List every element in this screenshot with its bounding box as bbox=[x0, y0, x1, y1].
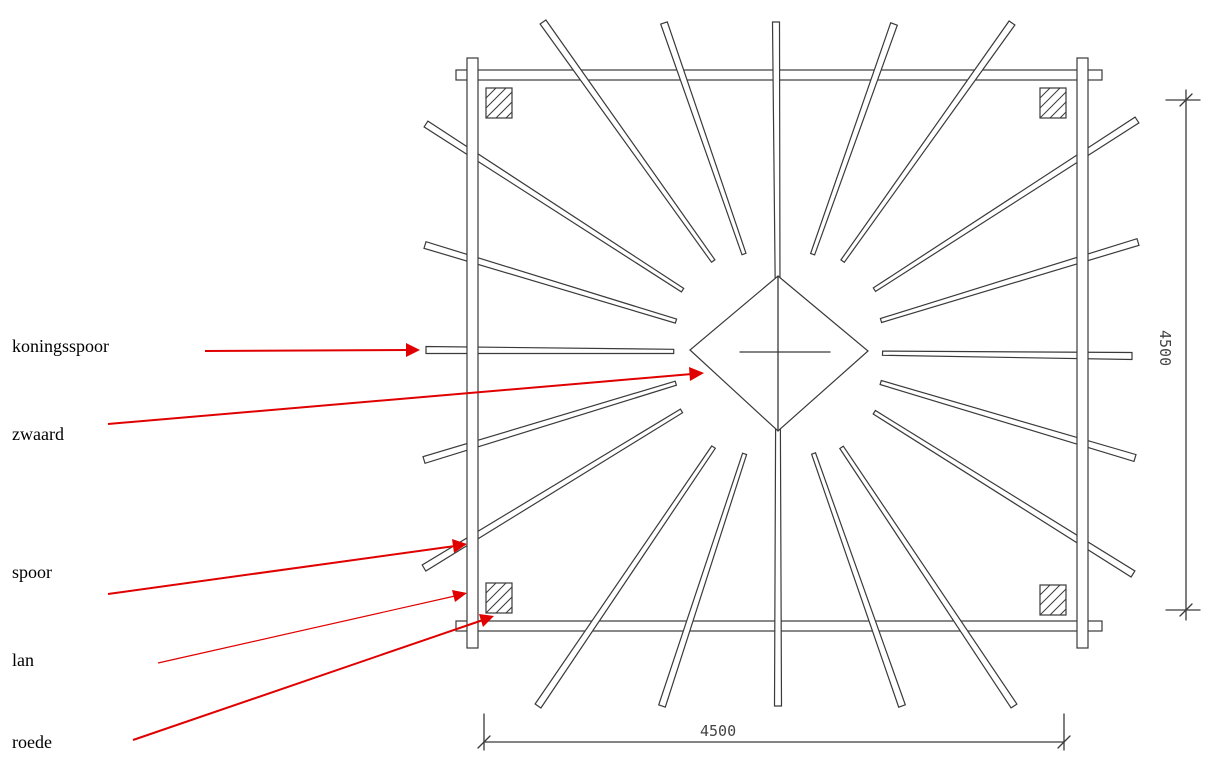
spar-4 bbox=[809, 22, 899, 256]
label-arrows bbox=[107, 343, 704, 741]
spar-19 bbox=[423, 240, 678, 324]
post-bottom-right bbox=[1039, 584, 1067, 616]
arrow-roede bbox=[132, 619, 484, 741]
dimension-vertical-value: 4500 bbox=[1156, 330, 1174, 366]
post-bottom-left bbox=[485, 582, 513, 614]
label-zwaard: zwaard bbox=[12, 424, 64, 444]
label-roede: roede bbox=[12, 732, 52, 752]
arrow-lan bbox=[157, 595, 456, 664]
spar-17 bbox=[422, 380, 678, 465]
spar-5 bbox=[840, 20, 1016, 264]
spar-20 bbox=[423, 120, 685, 293]
label-spoor: spoor bbox=[12, 562, 52, 582]
dimension-vertical: 4500 bbox=[1156, 89, 1201, 621]
dimension-horizontal: 4500 bbox=[477, 713, 1071, 751]
label-lan: lan bbox=[12, 650, 34, 670]
dimension-horizontal-value: 4500 bbox=[700, 722, 736, 740]
spar-15 bbox=[534, 445, 717, 709]
label-koningsspoor: koningsspoor bbox=[12, 336, 110, 356]
corner-posts bbox=[485, 87, 1067, 616]
spar-2 bbox=[659, 21, 747, 256]
arrow-koningsspoor bbox=[204, 349, 411, 352]
spar-11 bbox=[838, 445, 1018, 709]
post-top-left bbox=[485, 87, 513, 119]
spar-14 bbox=[657, 452, 748, 708]
spar-6 bbox=[872, 116, 1140, 293]
spar-12 bbox=[810, 452, 907, 708]
spar-1 bbox=[539, 19, 716, 264]
spar-10 bbox=[872, 409, 1136, 578]
spar-9 bbox=[879, 379, 1137, 463]
arrow-zwaard bbox=[107, 373, 693, 425]
central-diamond bbox=[689, 275, 869, 432]
spar-18 bbox=[425, 345, 675, 355]
lan-beams bbox=[466, 57, 1089, 649]
post-top-right bbox=[1039, 87, 1067, 119]
spars bbox=[421, 19, 1140, 709]
spar-7 bbox=[879, 237, 1140, 324]
spar-16 bbox=[421, 408, 684, 572]
spar-8 bbox=[881, 350, 1133, 361]
arrow-spoor bbox=[107, 545, 456, 595]
